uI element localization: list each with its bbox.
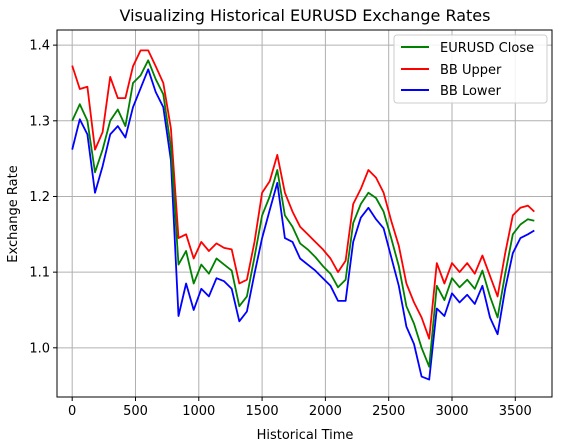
series-lines <box>71 49 535 381</box>
x-tick-label: 500 <box>123 404 148 419</box>
y-tick-label: 1.1 <box>29 266 50 281</box>
x-axis-title: Historical Time <box>257 428 354 443</box>
y-tick-label: 1.0 <box>29 341 50 356</box>
plot-frame <box>56 29 553 398</box>
legend-label-lower: BB Lower <box>440 84 502 99</box>
x-tick-label: 3500 <box>499 404 532 419</box>
x-tick-label: 1000 <box>182 404 215 419</box>
legend: EURUSD Close BB Upper BB Lower <box>393 34 548 104</box>
y-tick-label: 1.2 <box>29 190 50 205</box>
y-axis-title: Exchange Rate <box>6 165 21 262</box>
x-tick-label: 2500 <box>372 404 405 419</box>
x-tick-label: 0 <box>68 404 76 419</box>
axis-ticks: 0 500 1000 1500 2000 2500 3000 3500 1.0 1.1 1.2 1.3… <box>29 39 532 419</box>
legend-label-close: EURUSD Close <box>440 41 534 56</box>
y-tick-label: 1.4 <box>29 39 50 54</box>
close-line <box>71 59 535 368</box>
legend-label-upper: BB Upper <box>440 63 502 78</box>
x-tick-label: 2000 <box>309 404 342 419</box>
x-tick-label: 1500 <box>246 404 279 419</box>
bb-upper-line <box>71 49 535 340</box>
bb-lower-line <box>71 68 535 381</box>
x-tick-label: 3000 <box>435 404 468 419</box>
chart-title: Visualizing Historical EURUSD Exchange R… <box>120 6 491 25</box>
legend-box <box>393 34 548 104</box>
y-tick-label: 1.3 <box>29 114 50 129</box>
